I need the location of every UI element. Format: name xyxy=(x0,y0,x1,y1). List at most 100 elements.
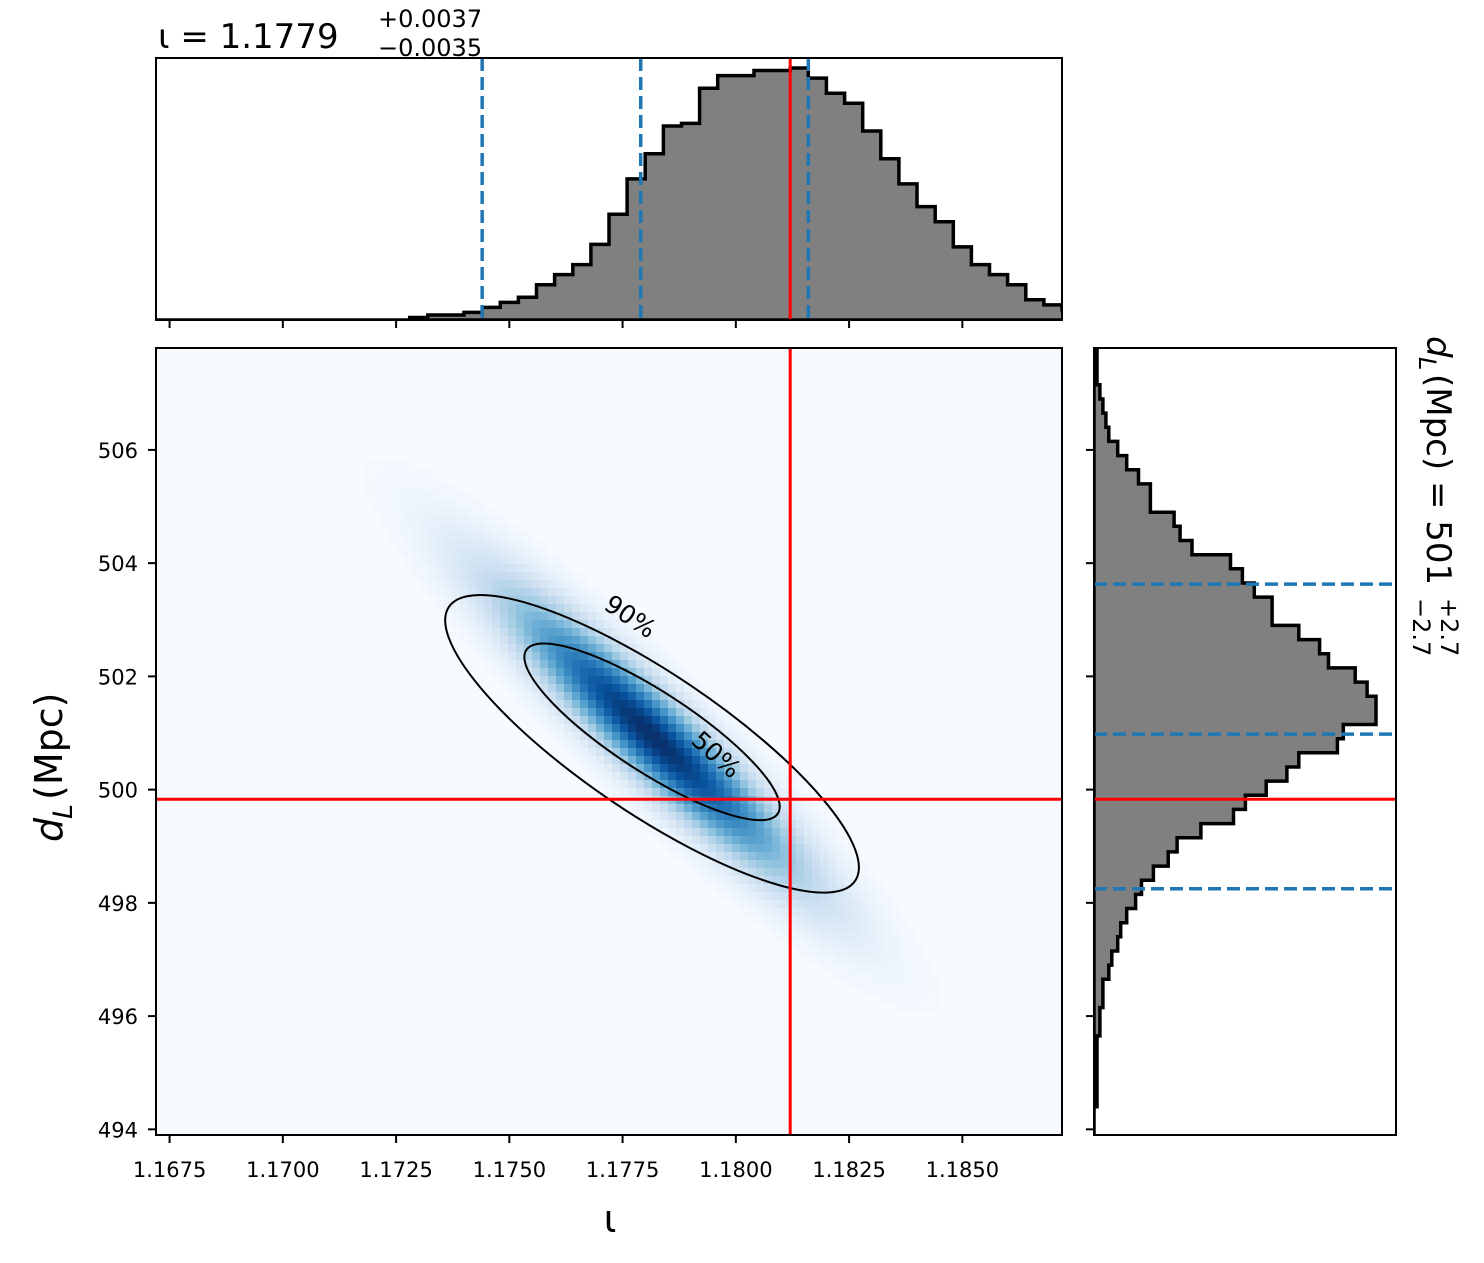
density-cell xyxy=(860,924,869,933)
density-cell xyxy=(420,492,429,501)
density-cell xyxy=(772,876,781,885)
density-cell xyxy=(548,700,557,709)
density-cell xyxy=(364,492,373,501)
density-cell xyxy=(820,820,829,829)
density-cell xyxy=(804,948,813,957)
density-cell xyxy=(788,852,797,861)
density-cell xyxy=(852,956,861,965)
density-cell xyxy=(660,788,669,797)
density-cell xyxy=(556,732,565,741)
density-cell xyxy=(732,740,741,749)
density-cell xyxy=(892,924,901,933)
density-cell xyxy=(596,724,605,733)
density-cell xyxy=(500,580,509,589)
density-cell xyxy=(676,844,685,853)
density-cell xyxy=(500,556,509,565)
density-cell xyxy=(852,940,861,949)
density-cell xyxy=(668,852,677,861)
density-cell xyxy=(764,788,773,797)
density-cell xyxy=(628,780,637,789)
density-cell xyxy=(532,668,541,677)
density-cell xyxy=(916,964,925,973)
density-cell xyxy=(652,804,661,813)
density-cell xyxy=(444,612,453,621)
density-cell xyxy=(580,580,589,589)
density-cell xyxy=(780,860,789,869)
density-cell xyxy=(860,900,869,909)
density-cell xyxy=(844,956,853,965)
density-cell xyxy=(700,748,709,757)
density-cell xyxy=(564,588,573,597)
density-cell xyxy=(532,644,541,653)
density-cell xyxy=(668,748,677,757)
density-cell xyxy=(716,892,725,901)
density-cell xyxy=(740,756,749,765)
density-cell xyxy=(508,652,517,661)
density-cell xyxy=(620,628,629,637)
density-cell xyxy=(524,708,533,717)
density-cell xyxy=(524,692,533,701)
density-cell xyxy=(516,676,525,685)
density-cell xyxy=(724,836,733,845)
density-cell xyxy=(636,620,645,629)
density-cell xyxy=(564,564,573,573)
density-cell xyxy=(668,700,677,709)
density-cell xyxy=(740,908,749,917)
density-cell xyxy=(644,828,653,837)
density-cell xyxy=(396,524,405,533)
density-cell xyxy=(620,716,629,725)
density-cell xyxy=(812,940,821,949)
density-cell xyxy=(532,636,541,645)
density-cell xyxy=(460,548,469,557)
density-cell xyxy=(732,804,741,813)
density-cell xyxy=(788,924,797,933)
density-cell xyxy=(412,476,421,485)
density-cell xyxy=(388,508,397,517)
density-cell xyxy=(676,756,685,765)
density-cell xyxy=(652,820,661,829)
density-cell xyxy=(556,604,565,613)
density-cell xyxy=(460,564,469,573)
density-cell xyxy=(884,940,893,949)
density-cell xyxy=(404,532,413,541)
density-cell xyxy=(660,748,669,757)
density-cell xyxy=(492,604,501,613)
dl-histogram-frame xyxy=(1093,347,1397,1136)
density-cell xyxy=(564,700,573,709)
density-cell xyxy=(572,732,581,741)
density-cell xyxy=(396,476,405,485)
density-cell xyxy=(844,868,853,877)
density-cell xyxy=(692,692,701,701)
iota-summary-title: ι = 1.1779 xyxy=(158,17,339,57)
density-cell xyxy=(468,604,477,613)
density-cell xyxy=(500,588,509,597)
density-cell xyxy=(892,908,901,917)
density-cell xyxy=(828,948,837,957)
density-cell xyxy=(540,652,549,661)
density-cell xyxy=(660,700,669,709)
density-cell xyxy=(420,556,429,565)
density-cell xyxy=(540,636,549,645)
density-cell xyxy=(484,668,493,677)
density-cell xyxy=(724,892,733,901)
density-cell xyxy=(764,756,773,765)
density-cell xyxy=(620,740,629,749)
density-cell xyxy=(532,580,541,589)
density-cell xyxy=(796,780,805,789)
density-cell xyxy=(788,844,797,853)
density-cell xyxy=(452,540,461,549)
density-cell xyxy=(884,908,893,917)
density-cell xyxy=(596,772,605,781)
density-cell xyxy=(708,780,717,789)
density-cell xyxy=(468,620,477,629)
density-cell xyxy=(372,508,381,517)
density-cell xyxy=(756,868,765,877)
density-cell xyxy=(420,516,429,525)
density-cell xyxy=(556,580,565,589)
density-cell xyxy=(788,908,797,917)
density-cell xyxy=(524,588,533,597)
density-cell xyxy=(412,500,421,509)
density-cell xyxy=(836,836,845,845)
density-cell xyxy=(476,596,485,605)
density-cell xyxy=(548,612,557,621)
